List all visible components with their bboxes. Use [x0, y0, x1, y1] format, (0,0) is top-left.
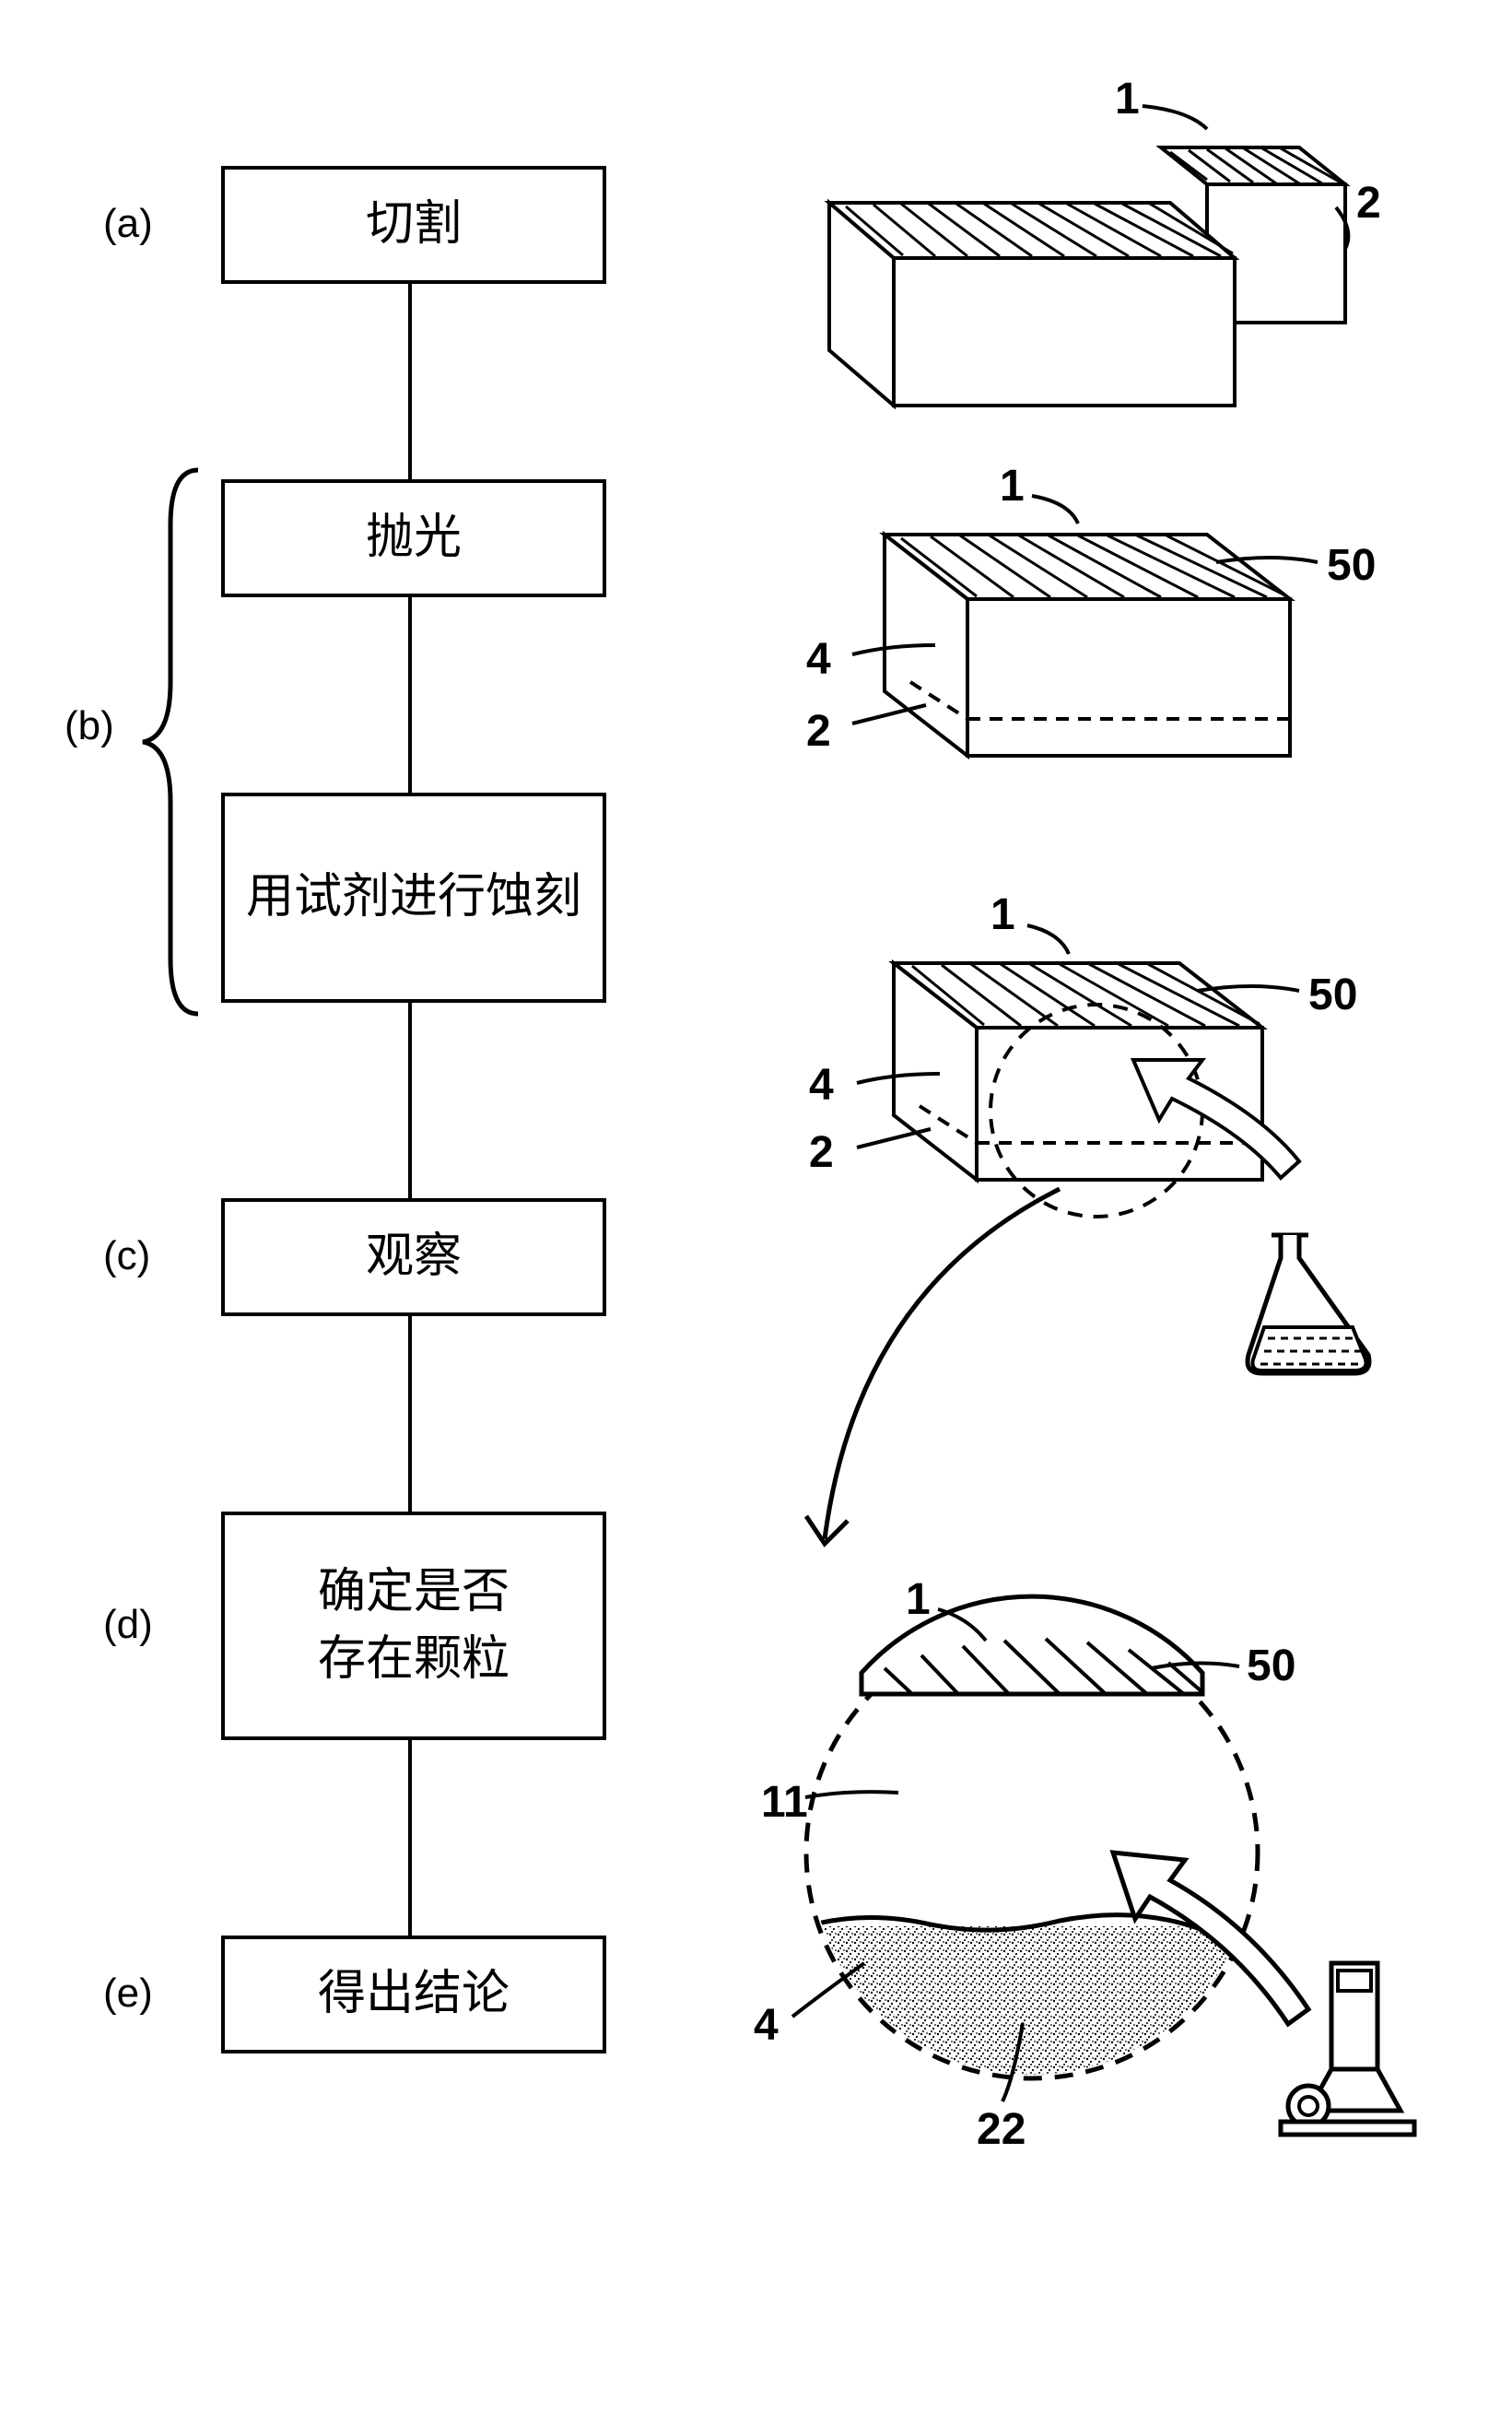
box-determine: 确定是否 存在颗粒: [221, 1512, 606, 1740]
connector-b-c: [408, 999, 412, 1198]
callout-d-11: 11: [761, 1777, 808, 1828]
diagram-b: [838, 470, 1410, 783]
label-a: (a): [103, 201, 153, 247]
box-cut: 切割: [221, 166, 606, 284]
box-etch: 用试剂进行蚀刻: [221, 793, 606, 1003]
label-e: (e): [103, 1971, 153, 2017]
callout-d-22: 22: [977, 2104, 1026, 2155]
connector-d-e: [408, 1736, 412, 1936]
callout-c-50: 50: [1308, 970, 1357, 1020]
box-conclude: 得出结论: [221, 1936, 606, 2053]
box-polish: 抛光: [221, 479, 606, 597]
label-c: (c): [103, 1233, 150, 1279]
callout-b-2: 2: [806, 706, 831, 757]
callout-c-4: 4: [809, 1060, 834, 1111]
callout-b-50: 50: [1327, 540, 1376, 591]
diagram-d: [737, 1576, 1437, 2157]
label-b: (b): [64, 703, 114, 749]
callout-b-1: 1: [1000, 461, 1025, 512]
callout-d-4: 4: [754, 2000, 779, 2051]
connector-b1-b2: [408, 594, 412, 793]
connector-c-d: [408, 1312, 412, 1512]
box-observe-label: 观察: [366, 1226, 462, 1288]
box-determine-label: 确定是否 存在颗粒: [318, 1559, 510, 1693]
flask-icon: [1248, 1235, 1369, 1373]
brace-b-icon: [134, 470, 207, 1014]
callout-c-1: 1: [990, 889, 1015, 940]
diagram-a: [802, 83, 1401, 415]
box-conclude-label: 得出结论: [318, 1963, 510, 2026]
page-canvas: 切割 抛光 用试剂进行蚀刻 观察 确定是否 存在颗粒 得出结论 (a) (b) …: [37, 37, 1475, 2387]
callout-a-1: 1: [1115, 74, 1140, 124]
box-polish-label: 抛光: [366, 507, 462, 570]
box-observe: 观察: [221, 1198, 606, 1316]
box-cut-label: 切割: [366, 194, 462, 256]
callout-d-50: 50: [1247, 1641, 1295, 1691]
label-d: (d): [103, 1602, 153, 1648]
block-large: [829, 203, 1235, 406]
callout-a-2: 2: [1356, 178, 1381, 229]
callout-d-1: 1: [906, 1574, 931, 1625]
box-etch-label: 用试剂进行蚀刻: [246, 866, 581, 929]
microscope-icon: [1281, 1963, 1414, 2135]
callout-b-4: 4: [806, 634, 831, 685]
connector-a-b: [408, 280, 412, 479]
link-arrow-icon: [746, 1171, 1161, 1622]
